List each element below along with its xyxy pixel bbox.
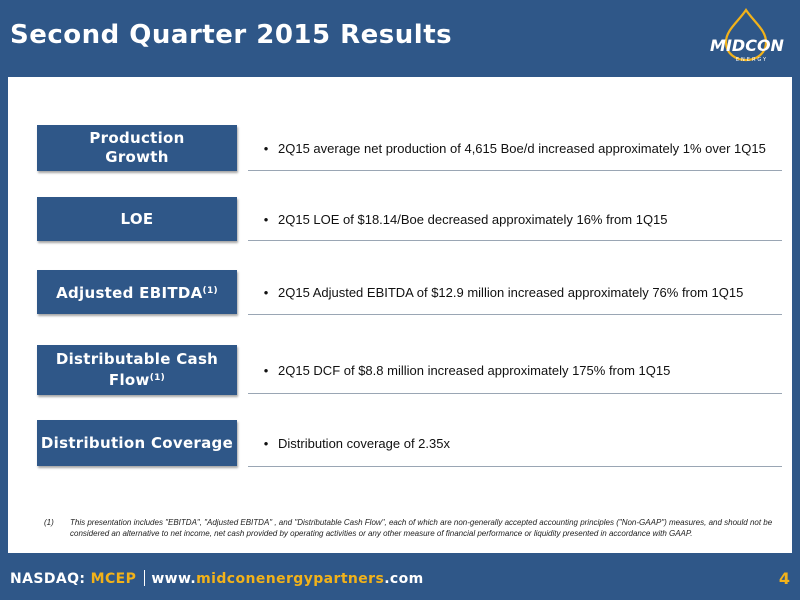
row-text: 2Q15 LOE of $18.14/Boe decreased approxi… xyxy=(278,211,668,227)
label-text: Distributable Cash Flow(1) xyxy=(52,350,222,390)
logo-flame-icon xyxy=(724,8,768,62)
row-text-loe: • 2Q15 LOE of $18.14/Boe decreased appro… xyxy=(248,197,782,241)
row-text-production-growth: • 2Q15 average net production of 4,615 B… xyxy=(248,125,782,171)
header-bar: Second Quarter 2015 Results MIDCON ENERG… xyxy=(0,0,800,70)
exchange-label: NASDAQ: xyxy=(10,571,91,587)
bullet-icon: • xyxy=(263,435,269,451)
row-text: 2Q15 average net production of 4,615 Boe… xyxy=(278,140,766,156)
url-prefix: www. xyxy=(151,571,197,587)
midcon-logo: MIDCON ENERGY xyxy=(710,8,785,63)
url-suffix: .com xyxy=(384,571,424,587)
row-divider xyxy=(248,393,782,394)
label-text: Distribution Coverage xyxy=(40,433,234,452)
logo-subword: ENERGY xyxy=(736,57,768,63)
row-divider xyxy=(248,170,782,171)
row-divider xyxy=(248,314,782,315)
url-link[interactable]: www.midconenergypartners.com xyxy=(151,571,423,587)
label-footnote-ref: (1) xyxy=(202,285,218,296)
bullet-icon: • xyxy=(263,362,269,378)
row-text: Distribution coverage of 2.35x xyxy=(278,435,450,451)
row-text-adjusted-ebitda: • 2Q15 Adjusted EBITDA of $12.9 million … xyxy=(248,270,782,314)
footnote: (1) This presentation includes "EBITDA",… xyxy=(44,517,784,539)
label-loe: LOE xyxy=(37,197,237,241)
label-distribution-coverage: Distribution Coverage xyxy=(37,420,237,466)
footer-bar: NASDAQ: MCEP www.midconenergypartners.com… xyxy=(0,560,800,600)
row-divider xyxy=(248,240,782,241)
label-footnote-ref: (1) xyxy=(149,373,166,383)
bullet-icon: • xyxy=(263,211,269,227)
row-text-distributable-cash-flow: • 2Q15 DCF of $8.8 million increased app… xyxy=(248,345,782,395)
bullet-icon: • xyxy=(263,140,269,156)
label-main: Distributable Cash Flow xyxy=(55,350,219,389)
content-panel: Production Growth • 2Q15 average net pro… xyxy=(8,77,792,553)
ticker-symbol: MCEP xyxy=(90,571,137,587)
label-distributable-cash-flow: Distributable Cash Flow(1) xyxy=(37,345,237,395)
logo-wordmark: MIDCON xyxy=(710,36,785,55)
page-number: 4 xyxy=(778,569,790,588)
footnote-number: (1) xyxy=(44,518,54,527)
footnote-text: This presentation includes "EBITDA", "Ad… xyxy=(70,518,773,538)
url-domain: midconenergypartners xyxy=(196,571,385,587)
label-production-growth: Production Growth xyxy=(37,125,237,171)
label-text: Production Growth xyxy=(89,129,185,166)
label-text: Adjusted EBITDA(1) xyxy=(56,282,218,303)
page-title: Second Quarter 2015 Results xyxy=(10,20,453,50)
footer-separator xyxy=(144,570,146,586)
label-main: Adjusted EBITDA xyxy=(56,283,203,302)
label-adjusted-ebitda: Adjusted EBITDA(1) xyxy=(37,270,237,314)
row-divider xyxy=(248,466,782,467)
footer-ticker: NASDAQ: MCEP www.midconenergypartners.com xyxy=(10,570,424,587)
row-text: 2Q15 Adjusted EBITDA of $12.9 million in… xyxy=(278,284,744,300)
row-text: 2Q15 DCF of $8.8 million increased appro… xyxy=(278,362,671,378)
row-text-distribution-coverage: • Distribution coverage of 2.35x xyxy=(248,420,782,466)
bullet-icon: • xyxy=(263,284,269,300)
label-text: LOE xyxy=(120,209,154,228)
